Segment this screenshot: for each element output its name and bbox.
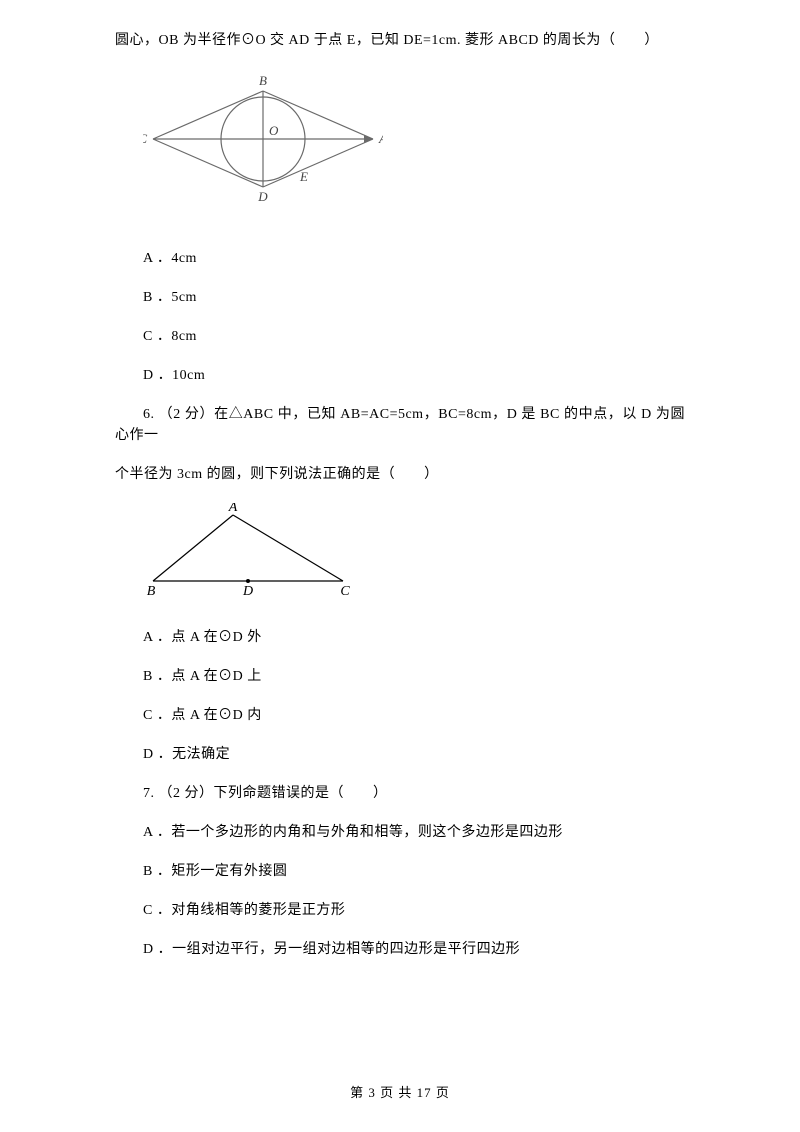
page-content: 圆心，OB 为半径作⊙O 交 AD 于点 E，已知 DE=1cm. 菱形 ABC… xyxy=(0,0,800,960)
q7-option-a: A ．若一个多边形的内角和与外角和相等，则这个多边形是四边形 xyxy=(115,822,685,843)
q5-option-a: A ．4cm xyxy=(115,248,685,269)
svg-text:C: C xyxy=(340,584,350,598)
svg-text:B: B xyxy=(147,584,156,598)
q5-intro: 圆心，OB 为半径作⊙O 交 AD 于点 E，已知 DE=1cm. 菱形 ABC… xyxy=(115,30,685,51)
svg-text:D: D xyxy=(242,584,253,598)
q6-stem-line1: 6. （2 分）在△ABC 中，已知 AB=AC=5cm，BC=8cm，D 是 … xyxy=(115,404,685,446)
figure-triangle: A B C D xyxy=(143,503,685,605)
q6-option-a: A ．点 A 在⊙D 外 xyxy=(115,627,685,648)
q6-option-d: D ．无法确定 xyxy=(115,744,685,765)
q7-stem: 7. （2 分）下列命题错误的是（ ） xyxy=(115,783,685,804)
svg-text:B: B xyxy=(259,73,267,88)
svg-text:D: D xyxy=(257,189,268,204)
q7-option-d: D ．一组对边平行，另一组对边相等的四边形是平行四边形 xyxy=(115,939,685,960)
svg-text:C: C xyxy=(143,131,147,146)
svg-text:O: O xyxy=(269,123,279,138)
svg-text:E: E xyxy=(299,169,308,184)
q7-option-c: C ．对角线相等的菱形是正方形 xyxy=(115,900,685,921)
q6-option-b: B ．点 A 在⊙D 上 xyxy=(115,666,685,687)
q5-option-c: C ．8cm xyxy=(115,326,685,347)
q5-option-b: B ．5cm xyxy=(115,287,685,308)
q6-option-c: C ．点 A 在⊙D 内 xyxy=(115,705,685,726)
q6-stem-line2: 个半径为 3cm 的圆，则下列说法正确的是（ ） xyxy=(115,464,685,485)
q5-option-d: D ．10cm xyxy=(115,365,685,386)
page-footer: 第 3 页 共 17 页 xyxy=(0,1083,800,1103)
q7-option-b: B ．矩形一定有外接圆 xyxy=(115,861,685,882)
svg-text:A: A xyxy=(228,503,238,515)
svg-text:A: A xyxy=(378,131,383,146)
figure-rhombus-circle: B D A C O E xyxy=(143,69,685,226)
